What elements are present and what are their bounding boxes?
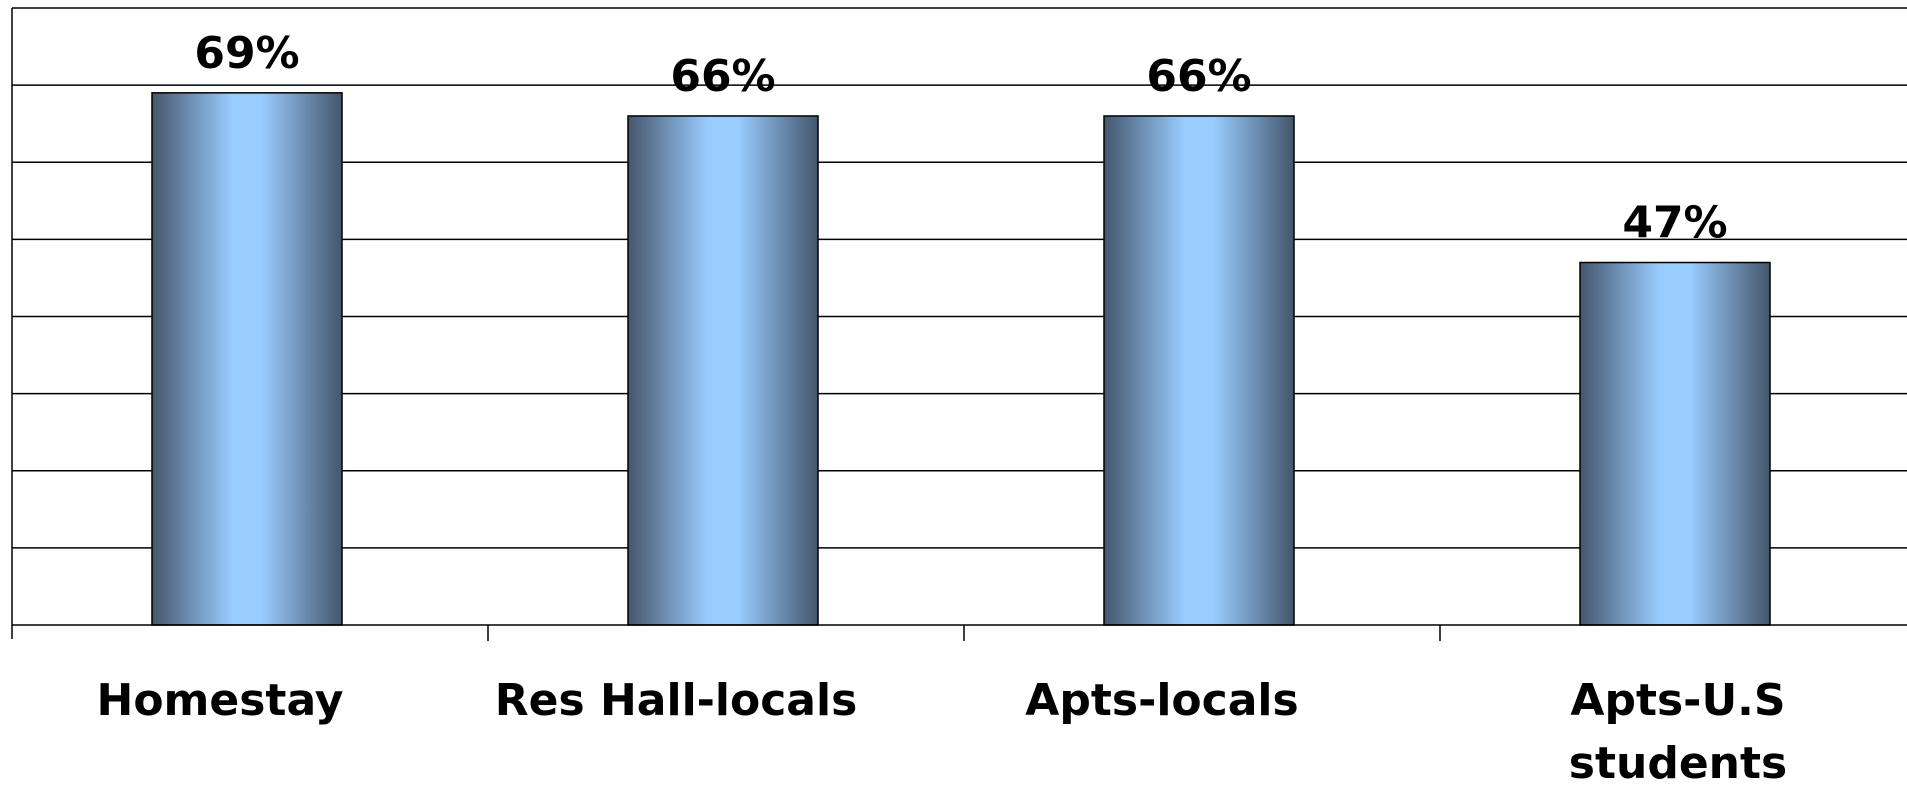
bar-3 — [1579, 261, 1771, 626]
category-label-line: Apts-locals — [1025, 675, 1298, 726]
category-label-1: Res Hall-locals — [495, 675, 858, 726]
x-axis — [12, 624, 1907, 641]
category-label-line: students — [1569, 738, 1787, 785]
category-label-0: Homestay — [97, 675, 344, 726]
bar-2 — [1103, 115, 1295, 626]
category-label-3: Apts-U.S students — [1569, 675, 1787, 785]
data-label-0: 69% — [194, 28, 299, 79]
category-label-line: Res Hall-locals — [495, 675, 858, 726]
category-label-line: Apts-U.S — [1570, 675, 1785, 726]
bars — [151, 92, 1771, 626]
data-labels: 69% 66% 66% 47% — [194, 28, 1727, 249]
category-label-line: Homestay — [97, 675, 344, 726]
data-label-1: 66% — [670, 51, 775, 102]
data-label-2: 66% — [1146, 51, 1251, 102]
category-label-2: Apts-locals — [1025, 675, 1298, 726]
data-label-3: 47% — [1622, 198, 1727, 249]
category-labels: Homestay Res Hall-locals Apts-locals Apts-U… — [97, 675, 1788, 789]
bar-0 — [151, 92, 343, 626]
bar-1 — [627, 115, 819, 626]
